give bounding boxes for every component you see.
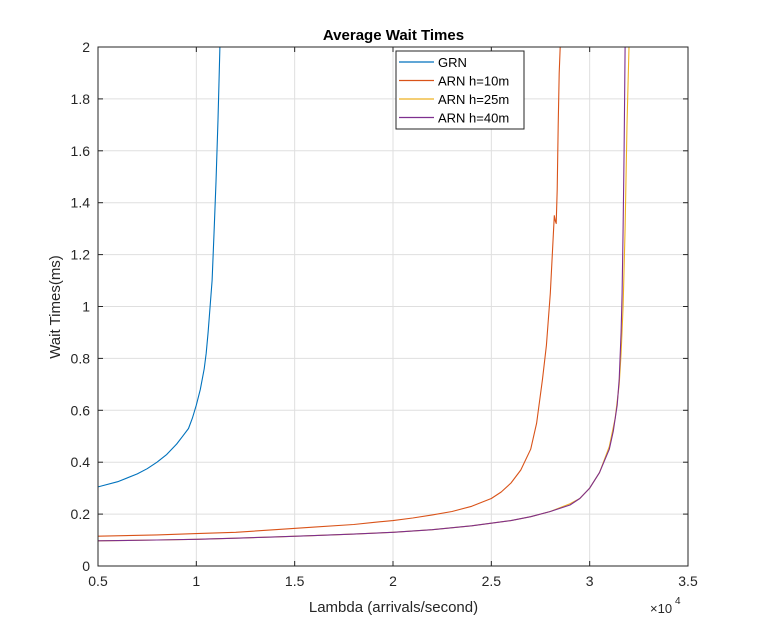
x-tick-label: 1.5 <box>285 573 305 589</box>
series-group <box>98 47 630 542</box>
series-line-grn <box>98 47 221 488</box>
chart-title: Average Wait Times <box>323 27 464 44</box>
x-axis-exponent-power: 4 <box>675 596 681 607</box>
y-tick-label: 0.4 <box>71 454 91 470</box>
series-line-arn-h-10m <box>98 47 561 537</box>
y-tick-label: 1 <box>82 299 90 315</box>
legend-entry-label: ARN h=25m <box>438 92 509 107</box>
x-tick-label: 2.5 <box>482 573 502 589</box>
x-tick-label: 3 <box>586 573 594 589</box>
y-tick-label: 1.8 <box>71 91 91 107</box>
y-tick-label: 0.2 <box>71 506 91 522</box>
x-axis-label: Lambda (arrivals/second) <box>309 599 478 616</box>
y-tick-label: 2 <box>82 39 90 55</box>
ticks: 0.5 1 1.5 2 2.5 3 3.5 0 0.2 0.4 0.6 0.8 1 1.2 1.4 1.6 1.… <box>71 39 698 589</box>
x-tick-label: 1 <box>192 573 200 589</box>
legend-box <box>395 50 525 130</box>
x-tick-label: 3.5 <box>678 573 698 589</box>
x-axis-exponent: ×10 4 <box>650 596 681 616</box>
legend-entry-label: ARN h=40m <box>438 111 509 126</box>
legend-entry-label: GRN <box>438 55 467 70</box>
y-tick-label: 1.6 <box>71 143 91 159</box>
legend-entry-label: ARN h=10m <box>438 74 509 89</box>
x-axis-exponent-base: ×10 <box>650 601 672 616</box>
y-tick-label: 1.4 <box>71 195 91 211</box>
series-line-arn-h-40m <box>98 47 626 542</box>
y-tick-label: 0.8 <box>71 350 91 366</box>
y-tick-label: 1.2 <box>71 247 91 263</box>
x-tick-label: 2 <box>389 573 397 589</box>
y-axis-label: Wait Times(ms) <box>47 255 64 359</box>
x-tick-label: 0.5 <box>88 573 108 589</box>
legend: GRN ARN h=10m ARN h=25m ARN h=40m <box>395 50 525 130</box>
y-tick-label: 0 <box>82 558 90 574</box>
y-tick-label: 0.6 <box>71 402 91 418</box>
